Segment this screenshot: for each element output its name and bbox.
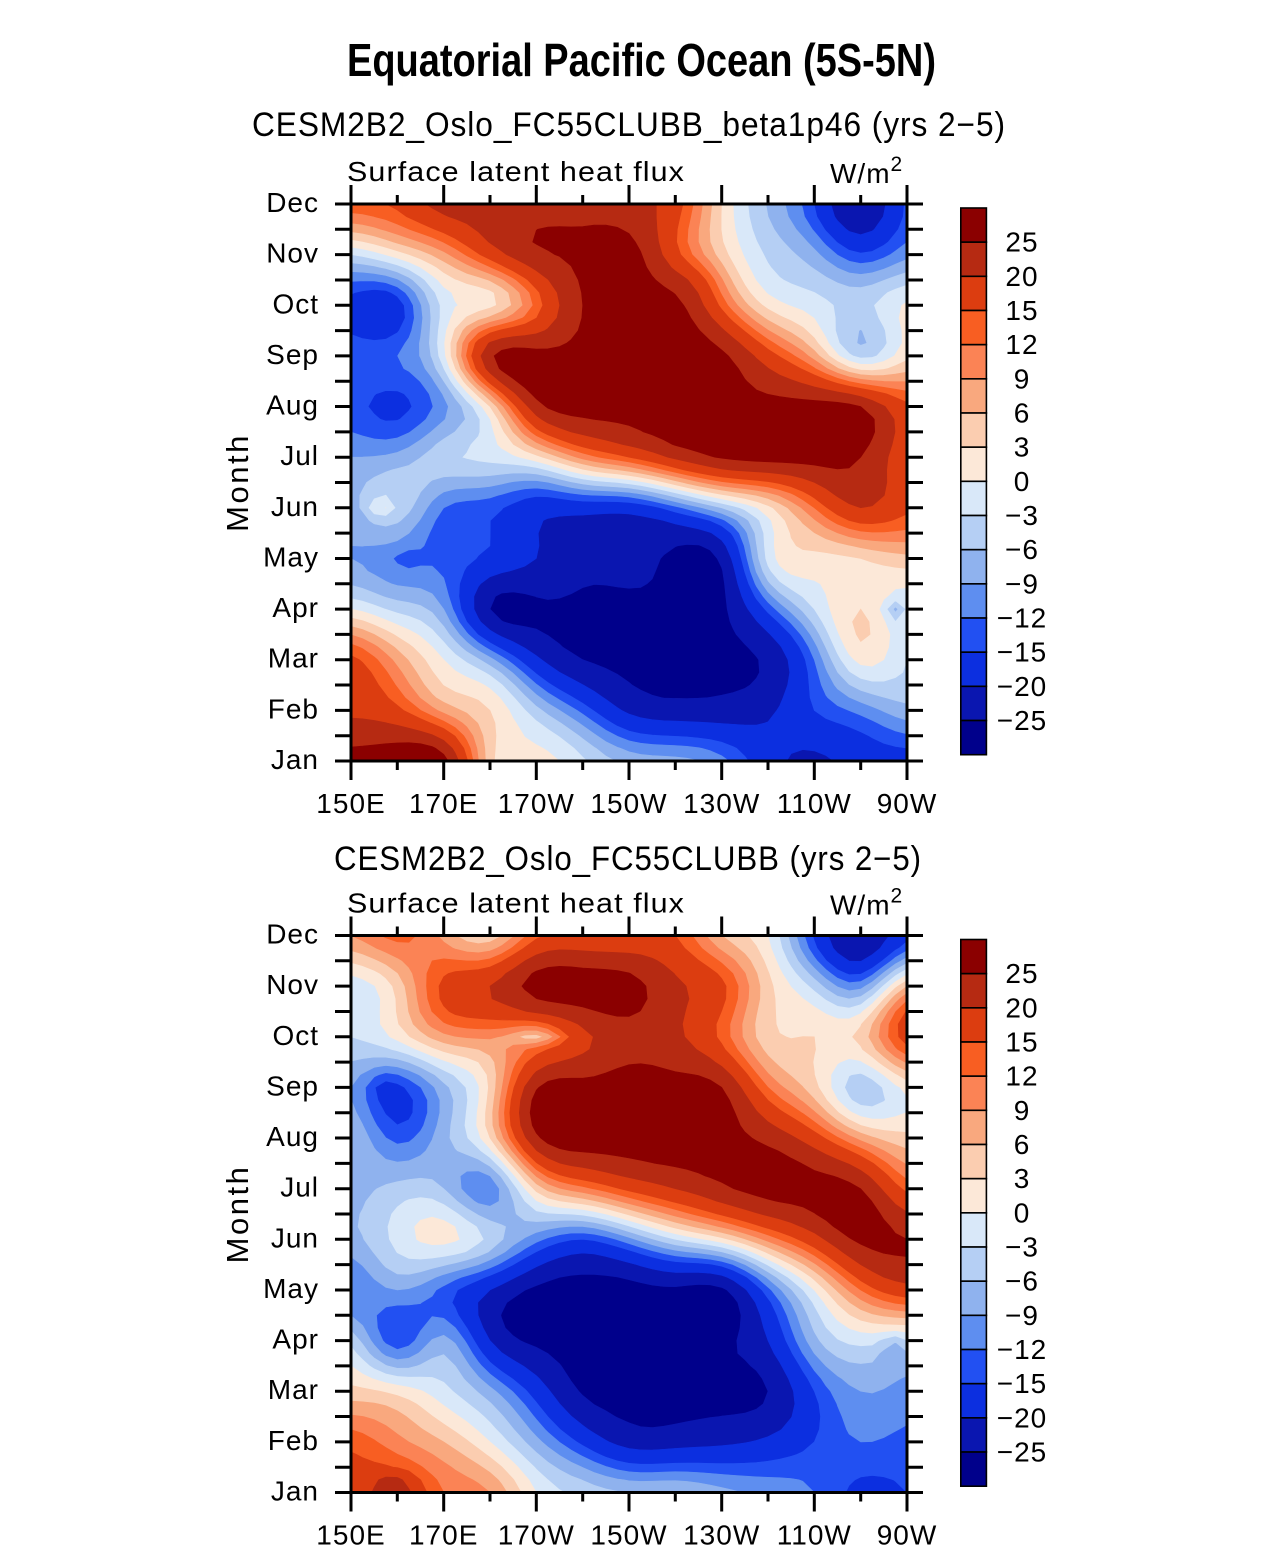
svg-text:Jan: Jan [271, 1476, 319, 1507]
svg-text:−9: −9 [1005, 1300, 1039, 1331]
svg-text:15: 15 [1005, 295, 1038, 326]
svg-text:Equatorial Pacific Ocean (5S-5: Equatorial Pacific Ocean (5S-5N) [347, 34, 936, 86]
svg-text:3: 3 [1014, 432, 1031, 463]
svg-text:110W: 110W [777, 788, 852, 819]
svg-text:15: 15 [1005, 1027, 1038, 1058]
svg-text:−3: −3 [1005, 1232, 1039, 1263]
svg-text:130W: 130W [683, 1520, 760, 1550]
svg-text:25: 25 [1005, 227, 1038, 258]
svg-text:Nov: Nov [266, 238, 319, 269]
svg-text:20: 20 [1005, 261, 1038, 292]
svg-text:Jun: Jun [271, 491, 319, 522]
svg-text:Surface latent heat flux: Surface latent heat flux [347, 888, 685, 919]
svg-text:W/m2: W/m2 [830, 153, 903, 189]
svg-text:Sep: Sep [266, 1070, 319, 1101]
svg-text:130W: 130W [683, 788, 760, 819]
svg-text:Oct: Oct [272, 1020, 319, 1051]
svg-text:−25: −25 [997, 705, 1048, 736]
svg-text:Mar: Mar [268, 643, 319, 674]
svg-text:Apr: Apr [272, 592, 319, 623]
svg-text:−15: −15 [997, 1368, 1048, 1399]
svg-text:Nov: Nov [266, 969, 319, 1000]
svg-text:12: 12 [1005, 329, 1038, 360]
svg-text:−6: −6 [1005, 1266, 1039, 1297]
svg-text:Month: Month [220, 1165, 255, 1264]
svg-text:Aug: Aug [266, 1121, 319, 1152]
svg-text:9: 9 [1014, 363, 1031, 394]
svg-text:−12: −12 [997, 1334, 1048, 1365]
svg-text:9: 9 [1014, 1095, 1031, 1126]
svg-text:90W: 90W [877, 1520, 938, 1550]
svg-text:150W: 150W [590, 1520, 667, 1550]
svg-text:Feb: Feb [268, 1425, 319, 1456]
svg-text:Oct: Oct [272, 288, 319, 319]
svg-text:0: 0 [1014, 466, 1031, 497]
svg-text:Dec: Dec [266, 919, 319, 950]
svg-text:−12: −12 [997, 603, 1048, 634]
svg-text:−9: −9 [1005, 568, 1039, 599]
svg-text:6: 6 [1014, 1129, 1031, 1160]
svg-text:90W: 90W [877, 788, 938, 819]
svg-text:CESM2B2_Oslo_FC55CLUBB_beta1p4: CESM2B2_Oslo_FC55CLUBB_beta1p46 (yrs 2−5… [252, 106, 1006, 144]
svg-text:12: 12 [1005, 1061, 1038, 1092]
svg-text:170E: 170E [409, 1520, 478, 1550]
svg-text:Month: Month [220, 433, 255, 532]
svg-text:20: 20 [1005, 992, 1038, 1023]
svg-text:150E: 150E [316, 1520, 385, 1550]
svg-text:−3: −3 [1005, 500, 1039, 531]
svg-text:May: May [263, 1273, 319, 1304]
svg-text:−6: −6 [1005, 534, 1039, 565]
svg-text:110W: 110W [777, 1520, 852, 1550]
svg-text:Jan: Jan [271, 744, 319, 775]
svg-text:Surface latent heat flux: Surface latent heat flux [347, 156, 685, 187]
svg-text:25: 25 [1005, 958, 1038, 989]
svg-text:−15: −15 [997, 637, 1048, 668]
svg-text:Apr: Apr [272, 1324, 319, 1355]
svg-text:0: 0 [1014, 1197, 1031, 1228]
svg-text:Dec: Dec [266, 187, 319, 218]
svg-text:Aug: Aug [266, 390, 319, 421]
svg-text:170W: 170W [498, 1520, 575, 1550]
svg-text:Jul: Jul [280, 1172, 319, 1203]
svg-text:170E: 170E [409, 788, 478, 819]
svg-text:6: 6 [1014, 398, 1031, 429]
svg-text:W/m2: W/m2 [830, 885, 903, 921]
svg-text:150E: 150E [316, 788, 385, 819]
svg-text:170W: 170W [498, 788, 575, 819]
svg-text:May: May [263, 542, 319, 573]
svg-text:−25: −25 [997, 1437, 1048, 1468]
svg-text:3: 3 [1014, 1163, 1031, 1194]
svg-text:150W: 150W [590, 788, 667, 819]
svg-text:−20: −20 [997, 671, 1048, 702]
svg-text:Feb: Feb [268, 693, 319, 724]
svg-text:−20: −20 [997, 1402, 1048, 1433]
svg-text:Jul: Jul [280, 440, 319, 471]
svg-text:Sep: Sep [266, 339, 319, 370]
svg-text:Jun: Jun [271, 1222, 319, 1253]
svg-text:Mar: Mar [268, 1374, 319, 1405]
svg-text:CESM2B2_Oslo_FC55CLUBB (yrs 2−: CESM2B2_Oslo_FC55CLUBB (yrs 2−5) [334, 840, 922, 878]
